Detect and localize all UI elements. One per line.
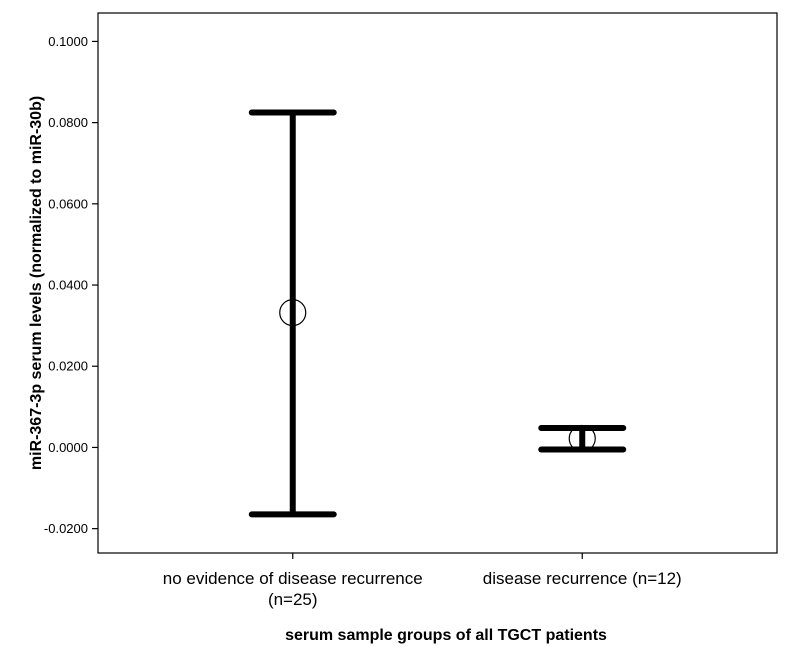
y-tick-label: 0.0600 (48, 196, 88, 211)
y-axis: -0.0200 0.0000 0.0200 0.0400 0.0600 0.0800 0.1… (44, 34, 98, 536)
y-tick-label: 0.0000 (48, 440, 88, 455)
y-tick-label: 0.1000 (48, 34, 88, 49)
y-axis-title: miR-367-3p serum levels (normalized to m… (28, 96, 45, 470)
y-tick-label: 0.0400 (48, 278, 88, 293)
x-tick-label: disease recurrence (n=12) (483, 569, 682, 588)
y-tick-label: 0.0200 (48, 359, 88, 374)
plot-area (97, 12, 778, 554)
mean-marker (568, 424, 596, 453)
x-tick-label: no evidence of disease recurrence (163, 569, 423, 588)
y-tick-label: -0.0200 (44, 521, 88, 536)
error-bars (248, 109, 627, 518)
x-axis: no evidence of disease recurrence (n=25) d… (163, 553, 682, 609)
x-axis-title: serum sample groups of all TGCT patients (285, 627, 607, 644)
y-tick-label: 0.0800 (48, 115, 88, 130)
x-tick-label: (n=25) (268, 590, 318, 609)
mean-marker (279, 299, 307, 327)
